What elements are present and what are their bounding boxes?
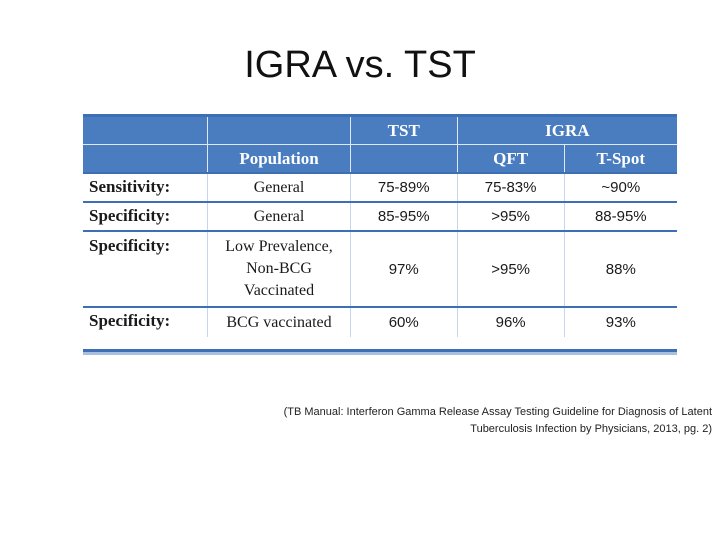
citation-line: (TB Manual: Interferon Gamma Release Ass… bbox=[283, 406, 712, 418]
population-line: Vaccinated bbox=[243, 282, 315, 299]
subheader-tst-blank bbox=[350, 144, 458, 173]
population-line: Low Prevalence, bbox=[225, 238, 333, 255]
population-cell: General bbox=[207, 172, 351, 202]
qft-cell: >95% bbox=[457, 230, 565, 307]
subheader-blank bbox=[83, 144, 209, 173]
table-row: Specificity: BCG vaccinated 60% 96% 93% bbox=[83, 306, 677, 337]
table-row: Specificity: Low Prevalence, Non-BCG Vac… bbox=[83, 230, 677, 307]
row-label: Specificity: bbox=[83, 306, 209, 337]
tst-cell: 85-95% bbox=[350, 201, 458, 231]
citation: (TB Manual: Interferon Gamma Release Ass… bbox=[242, 404, 712, 438]
header-blank-2 bbox=[207, 117, 351, 145]
tst-cell: 60% bbox=[350, 306, 458, 337]
qft-cell: >95% bbox=[457, 201, 565, 231]
tst-cell: 97% bbox=[350, 230, 458, 307]
header-tst: TST bbox=[350, 117, 458, 145]
comparison-table: TST IGRA Population QFT T-Spot Sensitivi… bbox=[83, 114, 677, 355]
tspot-cell: 88-95% bbox=[564, 201, 677, 231]
header-qft: QFT bbox=[457, 144, 565, 173]
table-row: Sensitivity: General 75-89% 75-83% ~90% bbox=[83, 172, 677, 202]
slide-title: IGRA vs. TST bbox=[244, 44, 476, 86]
header-tspot: T-Spot bbox=[564, 144, 677, 173]
header-blank-1 bbox=[83, 117, 209, 145]
tspot-cell: ~90% bbox=[564, 172, 677, 202]
population-cell: General bbox=[207, 201, 351, 231]
row-label: Specificity: bbox=[83, 230, 209, 307]
table-row: Specificity: General 85-95% >95% 88-95% bbox=[83, 201, 677, 231]
row-label: Specificity: bbox=[83, 201, 209, 231]
qft-cell: 75-83% bbox=[457, 172, 565, 202]
tst-cell: 75-89% bbox=[350, 172, 458, 202]
header-population: Population bbox=[207, 144, 351, 173]
qft-cell: 96% bbox=[457, 306, 565, 337]
tspot-cell: 88% bbox=[564, 230, 677, 307]
population-cell: Low Prevalence, Non-BCG Vaccinated bbox=[207, 230, 351, 307]
population-cell: BCG vaccinated bbox=[207, 306, 351, 337]
population-line: Non-BCG bbox=[246, 260, 312, 277]
citation-line: Tuberculosis Infection by Physicians, 20… bbox=[470, 423, 712, 435]
row-label: Sensitivity: bbox=[83, 172, 209, 202]
header-igra: IGRA bbox=[457, 117, 677, 145]
tspot-cell: 93% bbox=[564, 306, 677, 337]
